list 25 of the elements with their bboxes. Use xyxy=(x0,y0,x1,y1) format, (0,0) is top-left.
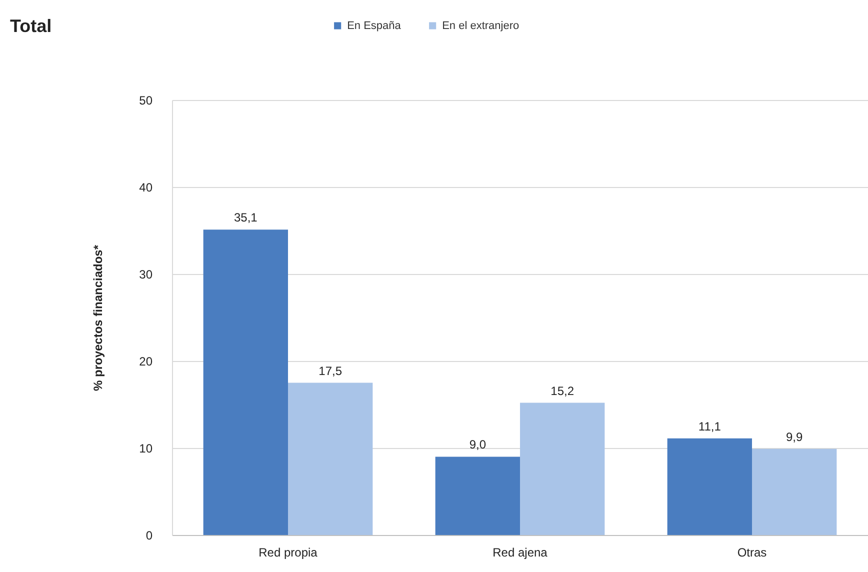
data-label: 9,9 xyxy=(786,430,804,444)
x-tick-label: Red propia xyxy=(258,546,318,560)
y-tick-label: 20 xyxy=(139,354,153,368)
data-label: 15,2 xyxy=(550,384,574,398)
bar xyxy=(288,382,373,535)
bar xyxy=(203,230,288,535)
y-tick-label: 0 xyxy=(146,528,153,542)
y-tick-label: 50 xyxy=(139,94,153,108)
y-axis-title: % proyectos financiados* xyxy=(91,244,106,392)
x-tick-label: Otras xyxy=(737,546,767,560)
bar xyxy=(520,402,605,535)
legend-label: En España xyxy=(347,20,402,32)
bar xyxy=(667,438,752,535)
data-label: 11,1 xyxy=(698,419,722,434)
bar xyxy=(752,448,837,535)
data-label: 35,1 xyxy=(234,210,258,225)
y-tick-label: 30 xyxy=(139,268,153,282)
data-label: 17,5 xyxy=(318,364,342,378)
y-tick-label: 40 xyxy=(139,180,153,194)
x-tick-label: Red ajena xyxy=(492,546,548,560)
bar xyxy=(435,456,520,535)
y-tick-label: 10 xyxy=(139,442,153,456)
data-label: 9,0 xyxy=(469,438,486,452)
chart-title: Total xyxy=(10,16,52,36)
legend-label: En el extranjero xyxy=(442,20,520,32)
